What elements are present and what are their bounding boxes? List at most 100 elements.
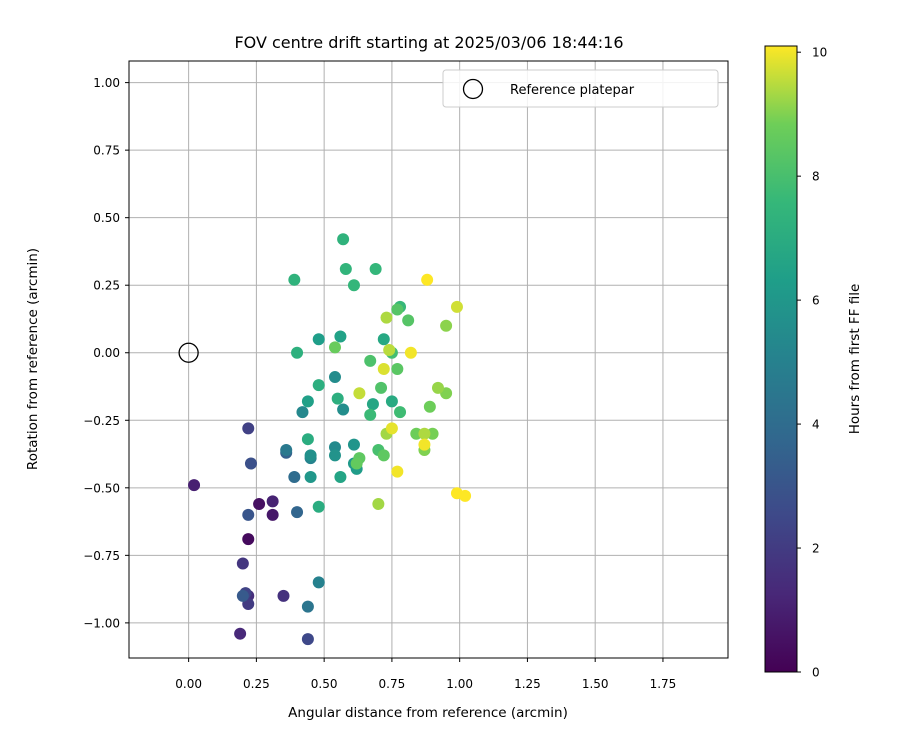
y-tick-label: 0.75 (93, 144, 120, 158)
data-point (402, 314, 415, 327)
x-tick-label: 0.25 (243, 677, 270, 691)
data-point (459, 489, 472, 502)
data-point (304, 449, 317, 462)
data-point (296, 406, 309, 419)
data-point (377, 333, 390, 346)
data-point (394, 406, 407, 419)
legend-box (442, 69, 719, 108)
y-tick-label: −0.50 (83, 481, 120, 495)
x-tick-label: 0.75 (379, 677, 406, 691)
colorbar-tick-label: 0 (812, 666, 820, 680)
y-tick-label: −0.25 (83, 414, 120, 428)
data-points (178, 233, 472, 646)
data-point (288, 471, 301, 484)
data-point (331, 392, 344, 405)
y-axis-ticks: 1.00 0.75 0.50 0.25 0.00 −0.25 −0.50 −0.75 −1.00 (83, 76, 129, 630)
data-point (391, 303, 404, 316)
data-point (421, 273, 434, 286)
data-point (334, 471, 347, 484)
colorbar-tick-label: 10 (812, 46, 827, 60)
data-point (244, 457, 257, 470)
data-point (328, 449, 341, 462)
data-point (440, 319, 453, 332)
data-point (347, 438, 360, 451)
data-point (301, 633, 314, 646)
colorbar-label: Hours from first FF file (847, 284, 863, 435)
data-point (334, 330, 347, 343)
data-point (337, 233, 350, 246)
legend: Reference platepar (442, 69, 719, 108)
data-point (236, 589, 249, 602)
data-point (337, 403, 350, 416)
colorbar-tick-label: 8 (812, 170, 820, 184)
data-point (383, 344, 396, 357)
data-point (266, 495, 279, 508)
x-axis-label: Angular distance from reference (arcmin) (288, 705, 568, 721)
x-tick-label: 1.75 (650, 677, 677, 691)
data-point (301, 433, 314, 446)
data-point (328, 371, 341, 384)
data-point (369, 263, 382, 276)
y-tick-label: 0.00 (93, 346, 120, 360)
data-point (301, 600, 314, 613)
x-tick-label: 0.50 (311, 677, 338, 691)
data-point (418, 438, 431, 451)
y-tick-label: 0.25 (93, 279, 120, 293)
data-point (339, 263, 352, 276)
data-point (280, 443, 293, 456)
data-point (266, 508, 279, 521)
colorbar-gradient (764, 45, 798, 673)
data-point (328, 341, 341, 354)
x-tick-label: 0.00 (175, 677, 202, 691)
x-tick-label: 1.25 (514, 677, 541, 691)
data-point (364, 354, 377, 367)
data-point (450, 300, 463, 313)
data-point (377, 449, 390, 462)
data-point (277, 589, 290, 602)
colorbar-tick-label: 6 (812, 294, 820, 308)
grid (129, 61, 728, 658)
colorbar-tick-label: 2 (812, 542, 820, 556)
data-point (312, 500, 325, 513)
data-point (312, 379, 325, 392)
data-point (242, 508, 255, 521)
y-tick-label: 0.50 (93, 211, 120, 225)
data-point (353, 387, 366, 400)
chart-title: FOV centre drift starting at 2025/03/06 … (234, 33, 623, 52)
data-point (391, 465, 404, 478)
legend-reference-marker (462, 78, 484, 100)
data-point (391, 362, 404, 375)
data-point (253, 498, 266, 511)
colorbar: 0 2 4 6 8 10 Hours from first FF file (764, 45, 863, 680)
data-point (188, 479, 201, 492)
legend-entry-reference-platepar: Reference platepar (510, 83, 635, 98)
y-tick-label: −0.75 (83, 549, 120, 563)
data-point (291, 346, 304, 359)
data-point (404, 346, 417, 359)
data-point (301, 395, 314, 408)
y-axis-label: Rotation from reference (arcmin) (25, 248, 41, 470)
data-point (350, 457, 363, 470)
data-point (236, 557, 249, 570)
data-point (291, 506, 304, 519)
data-point (242, 533, 255, 546)
plot-frame (128, 60, 729, 659)
data-point (377, 362, 390, 375)
x-axis-ticks: 0.00 0.25 0.50 0.75 1.00 1.25 1.50 1.75 (175, 658, 676, 691)
data-point (375, 381, 388, 394)
data-point (418, 427, 431, 440)
data-point (423, 400, 436, 413)
x-tick-label: 1.50 (582, 677, 609, 691)
data-point (234, 627, 247, 640)
colorbar-tick-label: 4 (812, 418, 820, 432)
y-tick-label: 1.00 (93, 76, 120, 90)
data-point (364, 408, 377, 421)
reference-platepar-marker (178, 342, 199, 363)
data-point (380, 311, 393, 324)
x-tick-label: 1.00 (446, 677, 473, 691)
colorbar-ticks: 0 2 4 6 8 10 (797, 46, 827, 680)
y-tick-label: −1.00 (83, 616, 120, 630)
data-point (431, 381, 444, 394)
data-point (372, 498, 385, 511)
data-point (366, 398, 379, 411)
